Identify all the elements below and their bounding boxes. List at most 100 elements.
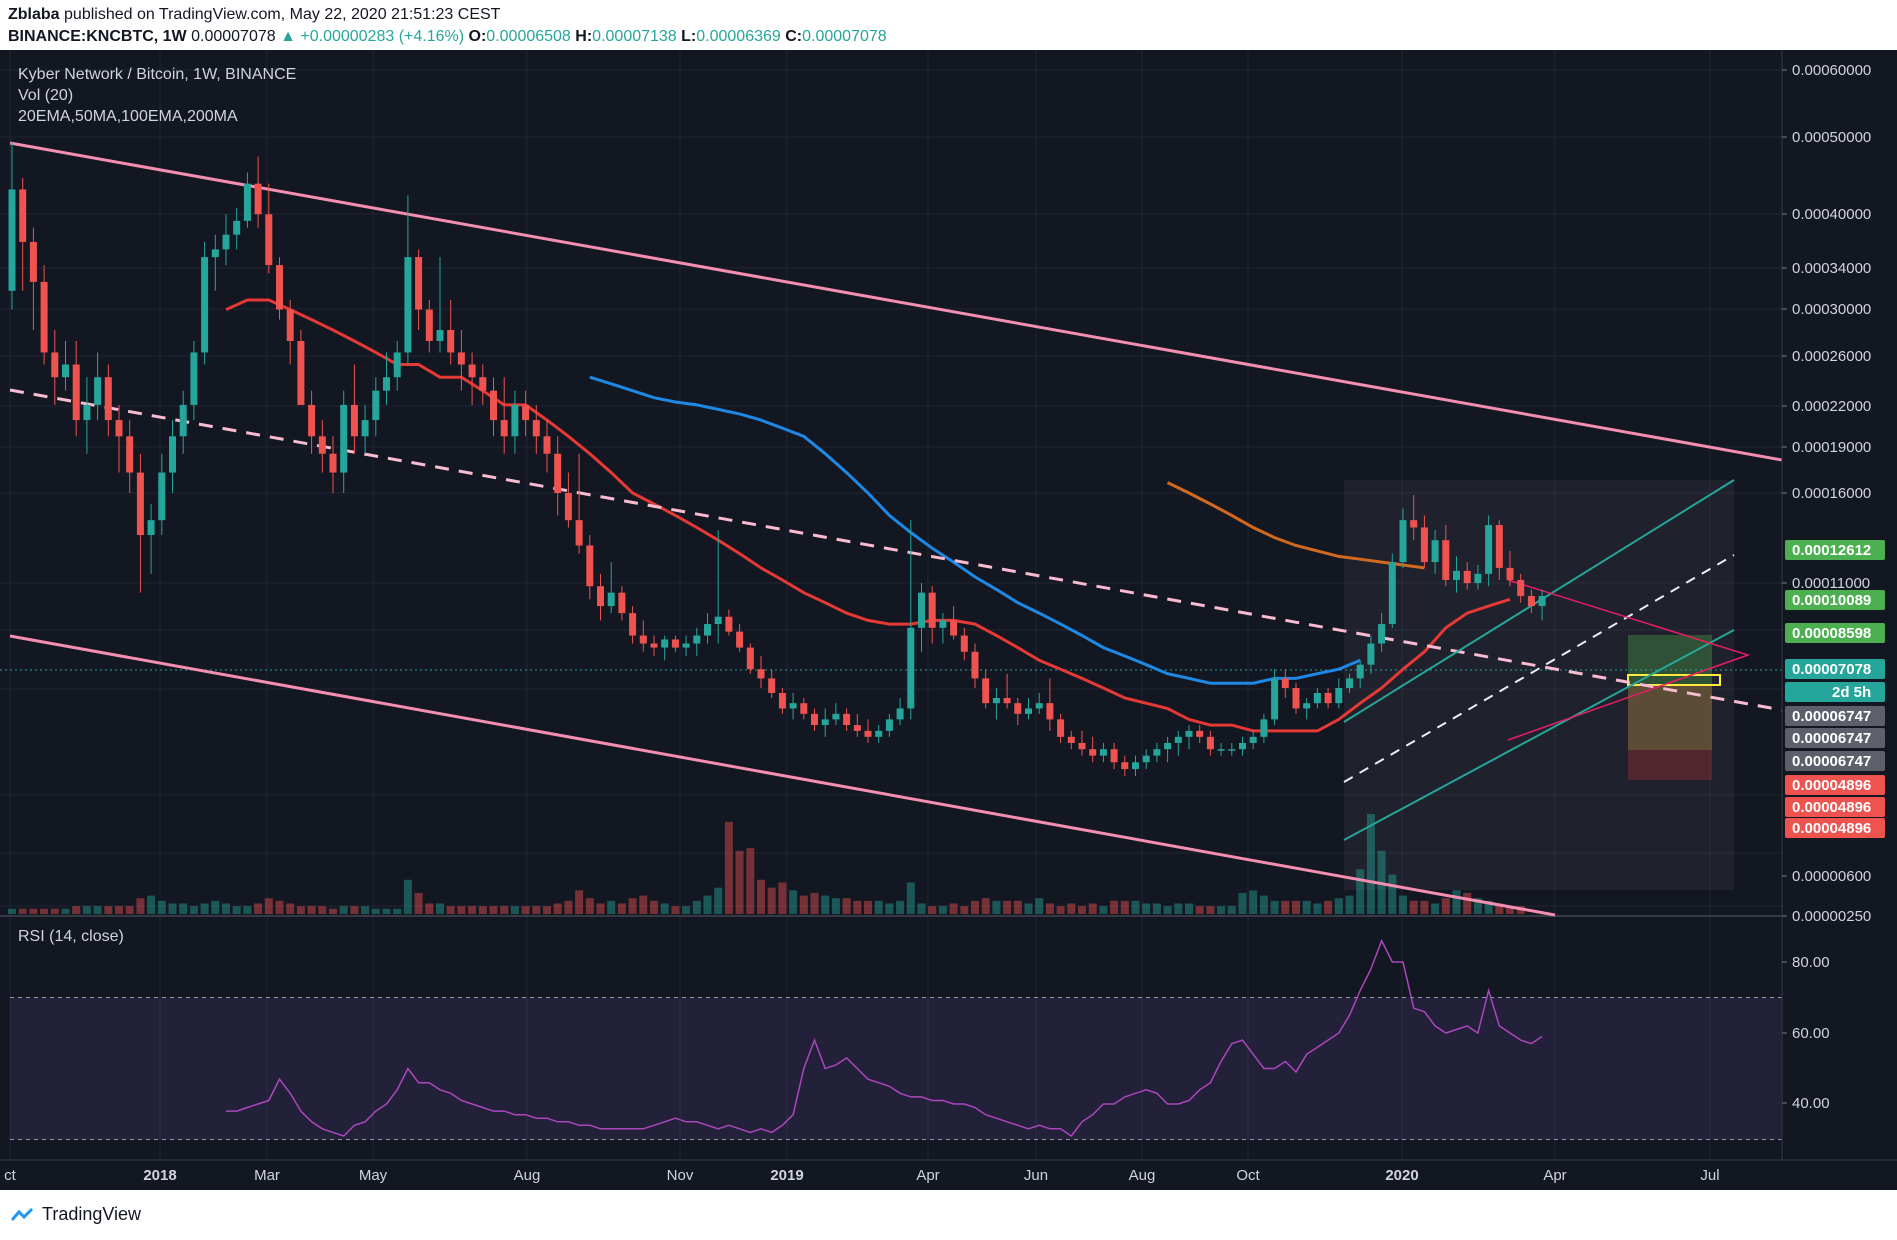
candle-body [639,635,647,644]
volume-bar [810,892,819,914]
volume-bar [189,906,198,914]
volume-legend[interactable]: Vol (20) [18,87,74,104]
ma-legend[interactable]: 20EMA,50MA,100EMA,200MA [18,108,238,125]
candle-body [704,624,711,636]
volume-bar [682,906,691,914]
volume-bar [1259,895,1268,914]
volume-bar [489,906,498,914]
candle-body [586,545,594,587]
price-tick-label: 0.00016000 [1792,485,1871,502]
price-tick-label: 0.00011000 [1792,575,1870,592]
volume-bar [264,898,273,914]
candle-body [83,404,91,421]
author-name[interactable]: Zblaba [8,6,60,23]
volume-bar [543,906,551,914]
candle-body [650,643,658,648]
volume-bar [799,895,808,914]
candle-body [811,713,818,726]
candle-body [618,592,626,614]
publish-line: Zblaba published on TradingView.com, May… [8,6,500,24]
candle-body [276,265,283,310]
candle-body [1431,540,1439,563]
candle-body [1153,749,1161,756]
candle-body [1164,742,1172,750]
candle-body [1474,573,1482,584]
ema20-line [225,298,1511,733]
candle-body [1303,703,1311,709]
volume-bar [382,908,391,914]
volume-bar [82,906,91,914]
volume-bar [125,906,134,914]
series-title[interactable]: Kyber Network / Bitcoin, 1W, BINANCE [18,66,297,83]
volume-bar [8,908,16,914]
volume-bar [575,890,584,914]
candle-body [768,678,776,693]
channel-lower [1343,629,1735,841]
candle-body [1035,703,1043,709]
open-label: O: [468,28,487,45]
volume-bar [478,906,487,914]
volume-bar [425,903,434,914]
price-tick-label: 0.00034000 [1792,260,1871,277]
tradingview-logo[interactable]: TradingView [10,1204,141,1225]
dashed-resistance [9,388,1783,712]
time-axis-bg [0,1160,1897,1190]
time-label: Jul [1700,1167,1719,1184]
volume-bar [692,900,701,914]
volume-bar [585,898,594,914]
price-tag-label: 0.00006747 [1792,730,1871,747]
candle-body [1313,692,1321,704]
rsi-legend[interactable]: RSI (14, close) [18,928,124,945]
candle-body [329,453,337,473]
chart-svg[interactable]: 0.00060000 0.00050000 0.00040000 0.00034000… [0,50,1897,1190]
volume-bar [1045,903,1054,914]
candle-body [490,390,497,421]
candle-body [286,309,294,341]
candle-body [1132,762,1139,770]
price-tag [1785,540,1885,560]
price-tick-label: 0.00022000 [1792,398,1871,415]
volume-bar [1217,906,1226,914]
candle-body [789,703,797,709]
time-label: 2018 [143,1167,176,1184]
candle-body [725,616,733,632]
rsi-pane [10,938,1782,1140]
candle-body [736,631,744,648]
rsi-tick-label: 60.00 [1792,1025,1830,1042]
candle-body [554,453,562,494]
volume-bar [1356,869,1365,914]
open-value: 0.00006508 [486,28,571,45]
candle-body [415,257,423,310]
candle-body [19,189,27,242]
volume-bar [200,903,209,914]
high-value: 0.00007138 [592,28,677,45]
volume-bar [767,887,776,914]
volume-bar [72,906,81,914]
candle-body [126,436,134,473]
volume-bar [971,900,979,914]
volume-bar [147,895,156,914]
time-label: Jun [1024,1167,1048,1184]
tradingview-logo-icon [10,1207,34,1221]
volume-bar [254,903,263,914]
price-tag-label: 0.00006747 [1792,753,1871,770]
rsi-line [226,938,1543,1138]
volume-bar [1366,814,1375,914]
candle-body [971,651,979,679]
channel-midline [1343,554,1735,783]
candle-body [350,404,358,437]
candle-body [511,404,519,437]
rsi-tick-label: 80.00 [1792,954,1830,971]
candle-body [1324,692,1332,704]
chart-area[interactable]: 0.00060000 0.00050000 0.00040000 0.00034000… [0,50,1897,1190]
candle-body [190,352,198,405]
candle-body [1078,742,1086,750]
candle-body [436,330,444,341]
volume-bar [1409,900,1418,914]
candle-body [1271,678,1279,720]
candle-body [1442,540,1450,580]
volume-bar [115,906,123,914]
volume-bar [1056,906,1065,914]
candle-body [265,214,273,266]
volume-bar [510,906,519,914]
